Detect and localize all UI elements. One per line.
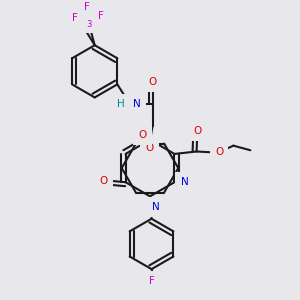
Text: CF: CF (71, 12, 84, 22)
Text: O: O (148, 77, 157, 87)
Text: O: O (138, 130, 146, 140)
Text: N: N (152, 202, 159, 212)
Text: 3: 3 (86, 20, 92, 29)
Text: O: O (193, 126, 201, 136)
Text: O: O (99, 176, 107, 186)
Text: N: N (181, 177, 188, 187)
Text: O: O (145, 143, 153, 153)
Text: F: F (84, 2, 90, 12)
Text: N: N (133, 99, 140, 109)
Text: F: F (98, 11, 104, 21)
Text: F: F (72, 14, 78, 23)
Text: H: H (117, 99, 125, 109)
Text: F: F (73, 19, 79, 29)
Text: F: F (148, 276, 154, 286)
Text: O: O (215, 147, 223, 158)
